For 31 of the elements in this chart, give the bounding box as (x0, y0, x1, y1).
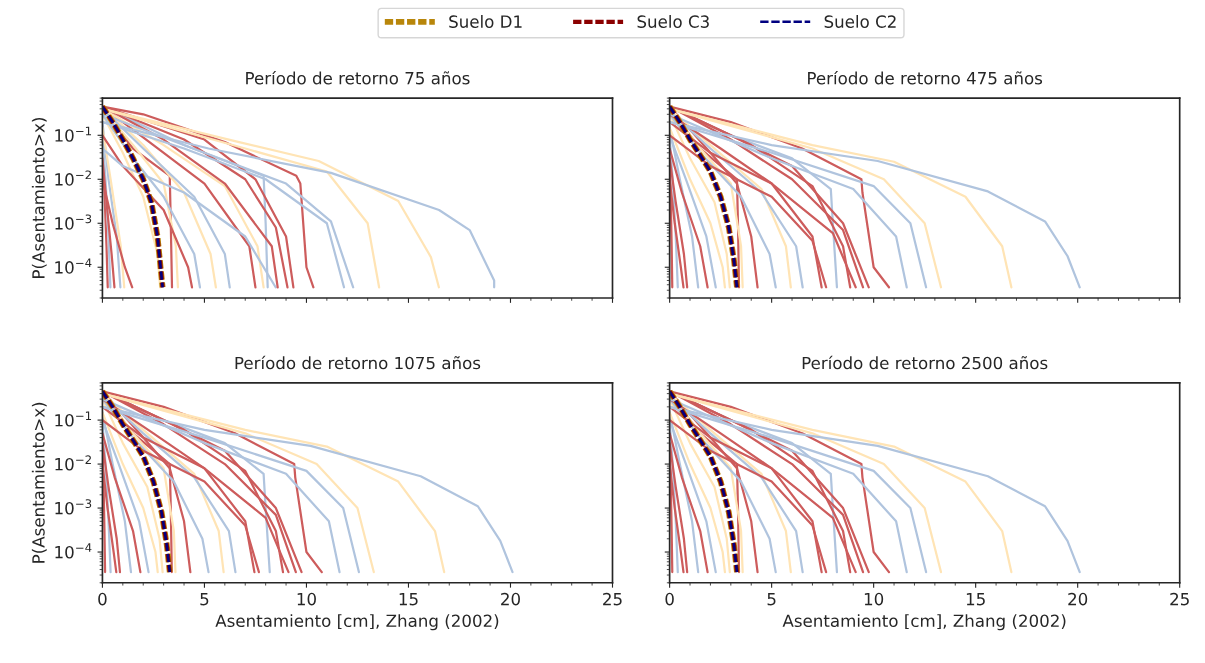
y-tick-label: 10$^{−4}$ (55, 543, 92, 559)
y-tick-label: 10$^{−3}$ (55, 499, 92, 515)
x-tick-label: 15 (399, 593, 418, 606)
chart-title: Período de retorno 1075 años (235, 355, 481, 370)
chart-title: Período de retorno 2500 años (802, 355, 1048, 370)
legend-label: Suelo C2 (824, 15, 896, 28)
legend-label: Suelo C3 (637, 15, 709, 28)
x-tick-label: 25 (603, 592, 622, 606)
y-tick-label: 10$^{−2}$ (55, 455, 91, 471)
x-tick-label: 20 (1068, 592, 1088, 606)
x-tick-label: 10 (297, 592, 316, 606)
legend-label: Suelo D1 (449, 15, 522, 28)
y-tick-label: 10$^{−2}$ (55, 170, 91, 186)
x-tick-label: 20 (501, 592, 520, 606)
x-tick-label: 5 (767, 593, 776, 606)
chart-title: Período de retorno 475 años (808, 70, 1043, 85)
x-tick-label: 10 (864, 592, 884, 606)
x-tick-label: 25 (1170, 592, 1189, 606)
y-axis-title: P(Asentamiento>x) (31, 118, 47, 278)
x-tick-label: 0 (98, 592, 107, 606)
chart-title: Período de retorno 75 años (246, 70, 470, 85)
y-tick-label: 10$^{−3}$ (55, 214, 92, 230)
y-axis-title: P(Asentamiento>x) (31, 402, 47, 563)
x-tick-label: 5 (200, 593, 209, 606)
x-tick-label: 15 (966, 593, 985, 606)
y-tick-label: 10$^{−4}$ (55, 258, 92, 274)
x-axis-title: Asentamiento [cm], Zhang (2002) (782, 614, 1066, 631)
x-tick-label: 0 (665, 592, 674, 606)
y-tick-label: 10$^{−1}$ (55, 126, 92, 142)
y-tick-label: 10$^{−1}$ (55, 411, 92, 427)
x-axis-title: Asentamiento [cm], Zhang (2002) (215, 614, 499, 631)
